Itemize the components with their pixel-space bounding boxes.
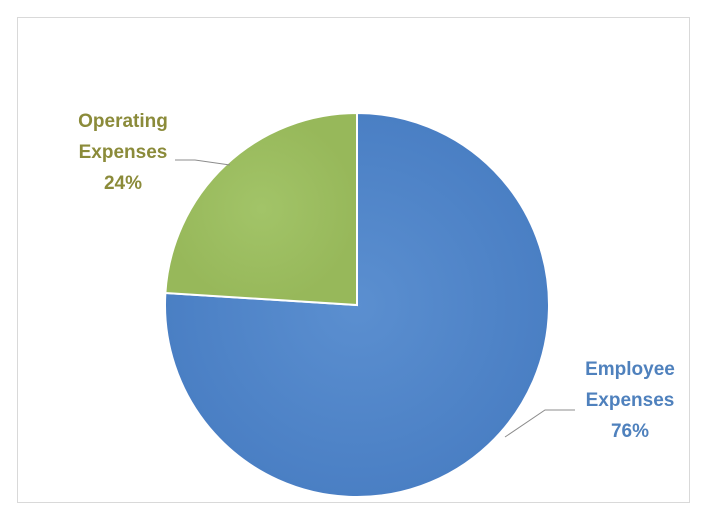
leader-line-employee-expenses [504, 409, 575, 438]
data-label-percent: 76% [611, 421, 649, 442]
leader-line-operating-expenses [175, 159, 231, 166]
data-labels: Employee Expenses 76% Operating Expenses 24% [78, 111, 675, 442]
data-label-percent: 24% [104, 173, 142, 194]
data-label-operating-expenses: Operating Expenses 24% [78, 111, 168, 194]
pie-slices [164, 111, 550, 498]
data-label-category-line: Employee [585, 359, 675, 380]
data-label-category-line: Operating [78, 111, 168, 132]
data-label-category-line: Expenses [79, 142, 168, 163]
pie-slice-employee-expenses [164, 111, 550, 498]
data-label-employee-expenses: Employee Expenses 76% [585, 359, 675, 442]
data-label-category-line: Expenses [586, 390, 675, 411]
leader-lines [175, 159, 575, 438]
pie-slice-operating-expenses [164, 111, 358, 307]
